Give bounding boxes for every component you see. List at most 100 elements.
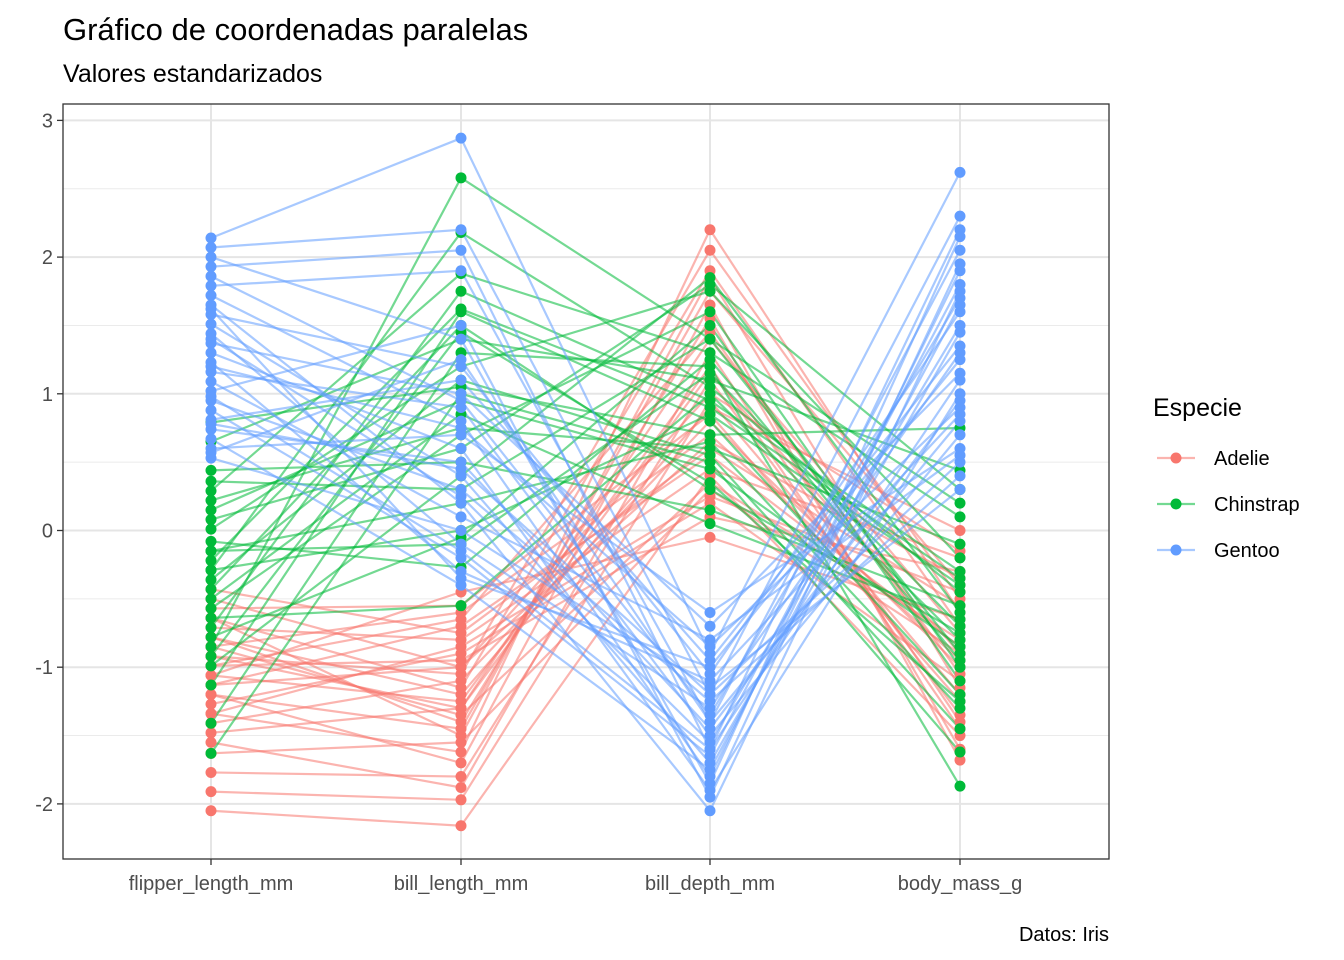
series-line-gentoo — [210, 229, 961, 752]
data-point-gentoo — [205, 404, 217, 416]
data-point-gentoo — [954, 231, 966, 243]
data-point-adelie — [205, 698, 217, 710]
data-point-adelie — [455, 661, 467, 673]
data-point-chinstrap — [455, 303, 467, 315]
data-point-chinstrap — [704, 518, 716, 530]
data-point-gentoo — [954, 456, 966, 468]
data-point-gentoo — [455, 244, 467, 256]
data-point-chinstrap — [954, 695, 966, 707]
x-tick-label: flipper_length_mm — [129, 873, 294, 895]
data-point-gentoo — [205, 318, 217, 330]
data-point-chinstrap — [704, 319, 716, 331]
series-line-chinstrap — [210, 426, 961, 546]
data-point-gentoo — [704, 641, 716, 653]
data-point-gentoo — [455, 395, 467, 407]
data-point-chinstrap — [954, 538, 966, 550]
series-line-adelie — [210, 392, 961, 669]
data-point-gentoo — [205, 280, 217, 292]
data-point-chinstrap — [704, 367, 716, 379]
data-point-chinstrap — [704, 278, 716, 290]
data-point-chinstrap — [205, 641, 217, 653]
data-point-gentoo — [704, 805, 716, 817]
series-line-gentoo — [210, 456, 961, 690]
data-point-adelie — [455, 689, 467, 701]
y-tick-label: 2 — [42, 247, 53, 269]
data-point-gentoo — [704, 777, 716, 789]
data-point-chinstrap — [954, 497, 966, 509]
data-point-chinstrap — [954, 511, 966, 523]
data-point-chinstrap — [205, 555, 217, 567]
data-point-adelie — [455, 702, 467, 714]
y-tick-label: 3 — [42, 110, 53, 132]
data-point-chinstrap — [704, 333, 716, 345]
data-point-adelie — [455, 757, 467, 769]
legend-label-adelie: Adelie — [1214, 448, 1270, 470]
series-line-gentoo — [210, 304, 961, 772]
data-point-gentoo — [954, 340, 966, 352]
series-line-gentoo — [210, 249, 961, 725]
data-point-chinstrap — [954, 654, 966, 666]
data-point-gentoo — [455, 490, 467, 502]
legend-key-point — [1170, 544, 1182, 556]
data-point-gentoo — [954, 442, 966, 454]
data-point-chinstrap — [205, 660, 217, 672]
legend-key-point — [1170, 498, 1182, 510]
x-tick-label: bill_depth_mm — [645, 873, 775, 895]
data-point-gentoo — [954, 292, 966, 304]
data-point-gentoo — [704, 764, 716, 776]
data-point-gentoo — [704, 689, 716, 701]
series-line-gentoo — [210, 215, 961, 697]
series-line-gentoo — [210, 422, 961, 697]
data-point-adelie — [455, 781, 467, 793]
data-point-chinstrap — [704, 442, 716, 454]
data-point-adelie — [455, 794, 467, 806]
data-point-chinstrap — [205, 504, 217, 516]
series-lines — [210, 136, 962, 827]
series-line-gentoo — [210, 283, 961, 758]
data-point-adelie — [455, 771, 467, 783]
data-point-chinstrap — [205, 485, 217, 497]
legend-title: Especie — [1153, 394, 1242, 422]
data-point-gentoo — [954, 374, 966, 386]
series-line-gentoo — [210, 308, 961, 669]
data-point-gentoo — [954, 244, 966, 256]
data-point-gentoo — [954, 354, 966, 366]
series-line-gentoo — [210, 345, 961, 663]
data-point-gentoo — [954, 429, 966, 441]
data-point-gentoo — [205, 251, 217, 263]
y-tick-label: 1 — [42, 384, 53, 406]
data-point-gentoo — [455, 525, 467, 536]
series-line-gentoo — [210, 342, 961, 628]
series-line-gentoo — [210, 380, 961, 642]
panel-border — [62, 103, 1110, 860]
y-tick-label: 0 — [42, 521, 53, 543]
data-point-chinstrap — [704, 306, 716, 318]
data-point-gentoo — [205, 418, 217, 430]
series-line-gentoo — [210, 433, 961, 614]
data-point-gentoo — [455, 354, 467, 366]
data-point-chinstrap — [205, 679, 217, 691]
data-point-chinstrap — [205, 593, 217, 605]
data-point-adelie — [205, 669, 217, 681]
data-point-gentoo — [954, 278, 966, 290]
data-point-gentoo — [954, 319, 966, 331]
data-point-gentoo — [205, 289, 217, 301]
data-point-chinstrap — [954, 620, 966, 632]
legend-label-gentoo: Gentoo — [1214, 540, 1280, 562]
data-point-chinstrap — [205, 545, 217, 557]
data-point-chinstrap — [205, 494, 217, 506]
x-axis: flipper_length_mm bill_length_mm bill_dept… — [129, 859, 1022, 895]
data-point-chinstrap — [205, 583, 217, 595]
data-point-adelie — [205, 766, 217, 778]
series-line-chinstrap — [210, 392, 961, 754]
data-point-chinstrap — [704, 388, 716, 400]
data-point-gentoo — [704, 743, 716, 755]
data-point-gentoo — [205, 391, 217, 403]
data-point-adelie — [704, 224, 716, 236]
data-point-gentoo — [455, 132, 467, 144]
data-point-adelie — [455, 820, 467, 832]
data-point-gentoo — [704, 791, 716, 803]
data-point-gentoo — [455, 545, 467, 557]
legend: Especie Adelie Chinstrap Gentoo — [1153, 394, 1300, 562]
data-point-chinstrap — [205, 464, 217, 476]
